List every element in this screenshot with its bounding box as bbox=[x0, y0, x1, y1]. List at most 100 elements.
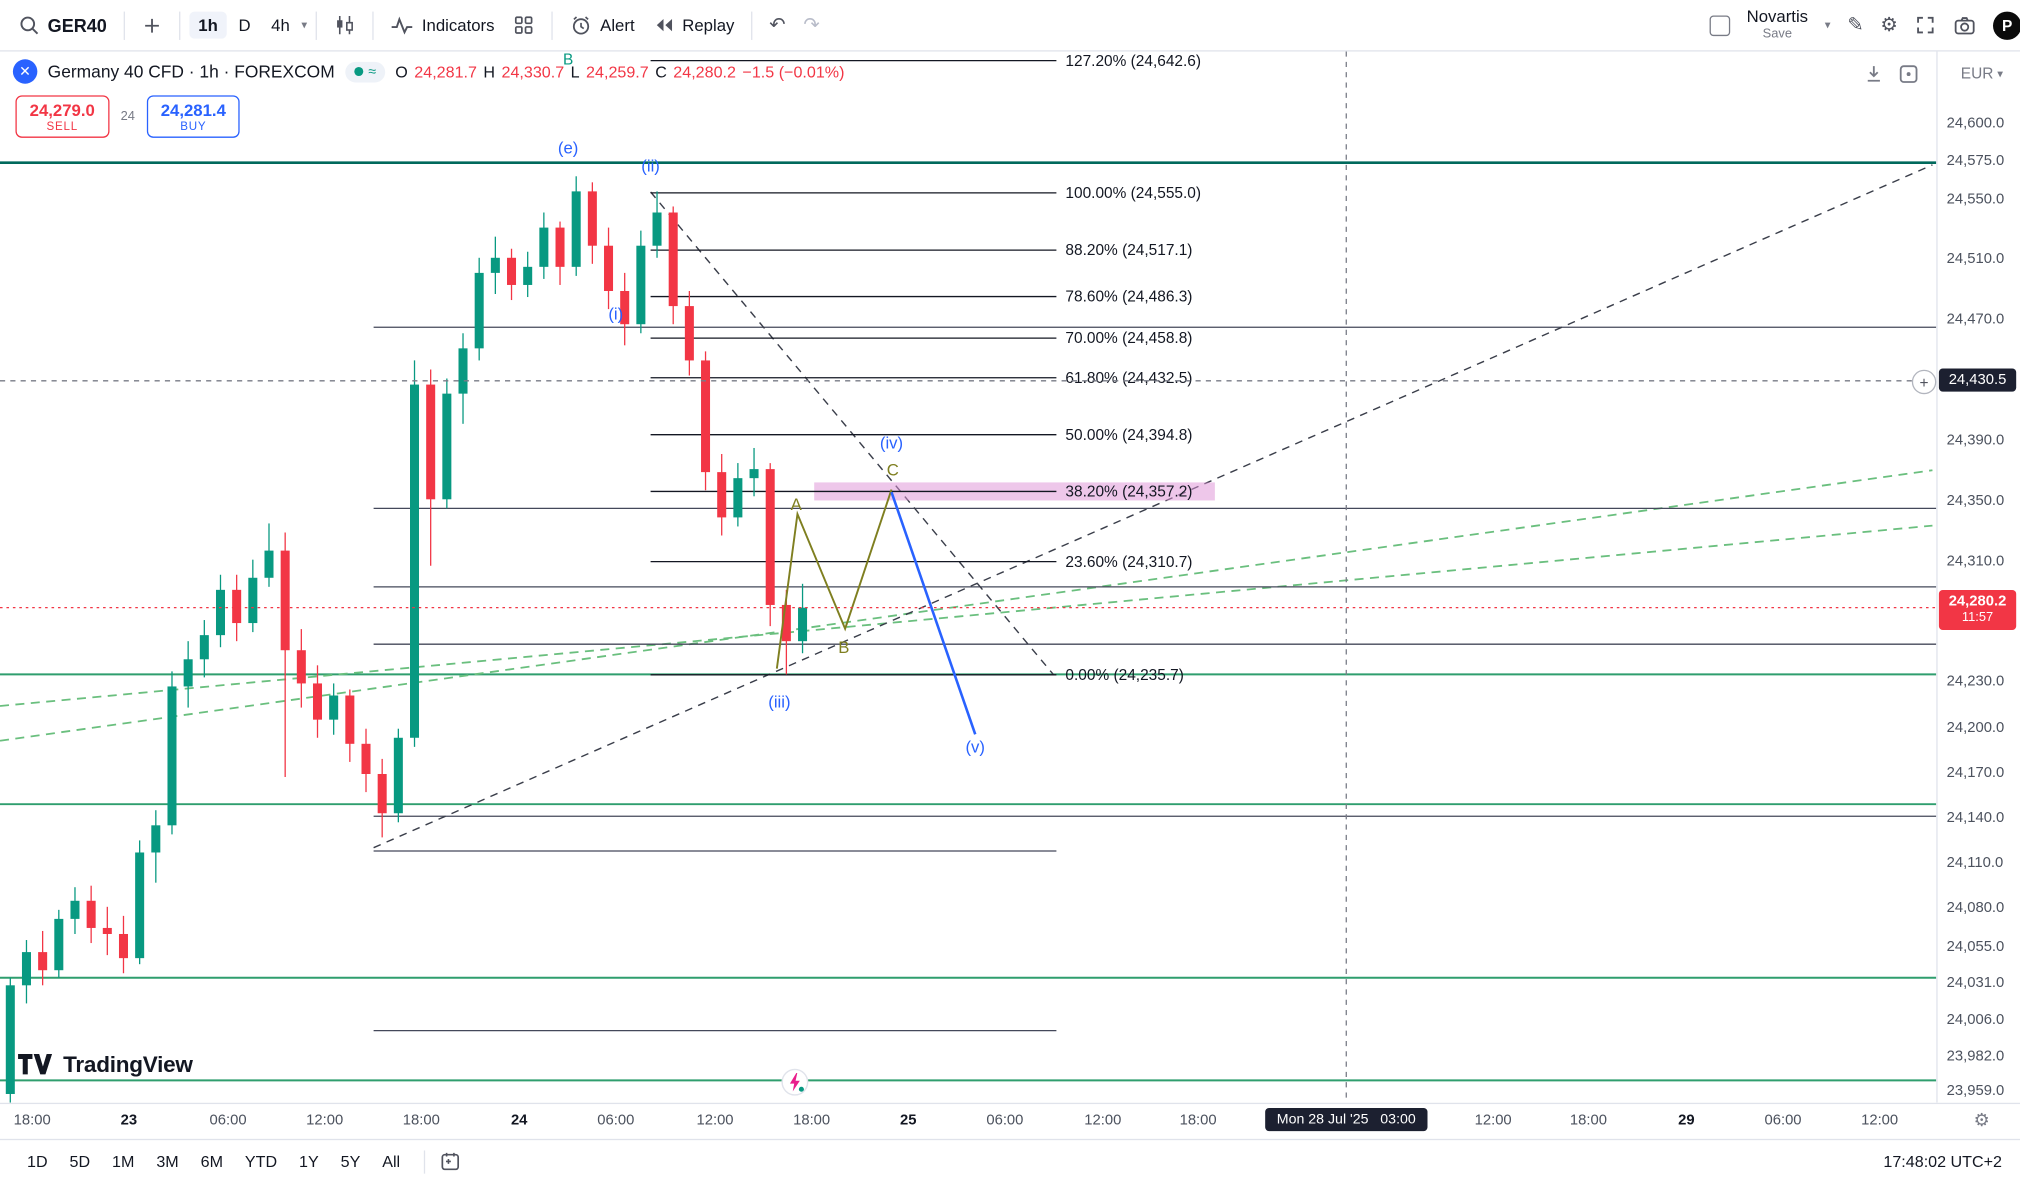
candle-body bbox=[458, 348, 468, 394]
settings-gear-icon[interactable]: ⚙ bbox=[1880, 14, 1898, 37]
range-button-1m[interactable]: 1M bbox=[103, 1147, 143, 1175]
candle-body bbox=[345, 695, 355, 744]
range-button-ytd[interactable]: YTD bbox=[236, 1147, 286, 1175]
high-value: 24,330.7 bbox=[501, 62, 565, 81]
symbol-search-button[interactable]: GER40 bbox=[10, 9, 114, 41]
redo-button[interactable]: ↷ bbox=[796, 10, 828, 40]
candle-body bbox=[215, 589, 226, 636]
range-button-6m[interactable]: 6M bbox=[192, 1147, 232, 1175]
wave-label[interactable]: (iv) bbox=[880, 433, 903, 452]
fib-level-label: 61.80% (24,432.5) bbox=[1065, 370, 1192, 387]
interval-button-1h[interactable]: 1h bbox=[189, 11, 227, 39]
axis-settings-gear-icon[interactable]: ⚙ bbox=[1973, 1109, 1990, 1130]
price-chart[interactable]: 127.20% (24,642.6) 100.00% (24,555.0) 88.2… bbox=[0, 51, 1937, 1103]
sell-button[interactable]: 24,279.0 SELL bbox=[15, 95, 110, 138]
candle-body bbox=[781, 604, 791, 642]
buy-button[interactable]: 24,281.4 BUY bbox=[146, 95, 241, 138]
time-axis-label: 06:00 bbox=[986, 1113, 1024, 1129]
fullscreen-icon[interactable] bbox=[1914, 14, 1936, 36]
chart-style-button[interactable] bbox=[327, 9, 364, 41]
time-axis[interactable]: 18:00 23 06:00 12:00 18:00 24 06:00 12:00 18:00 2… bbox=[0, 1102, 2020, 1141]
wave-v-projection-line[interactable] bbox=[890, 491, 977, 735]
last-price-value: 24,280.2 bbox=[1948, 593, 2007, 609]
range-button-1d[interactable]: 1D bbox=[18, 1147, 57, 1175]
price-axis-label: 24,470.0 bbox=[1946, 312, 2005, 328]
compare-add-button[interactable] bbox=[134, 10, 170, 41]
wave-label[interactable]: (iii) bbox=[768, 692, 790, 711]
layout-chevron-down-icon[interactable]: ▾ bbox=[1824, 18, 1831, 31]
toolbar-divider bbox=[178, 10, 181, 40]
candle-body bbox=[749, 469, 759, 479]
server-clock[interactable]: 17:48:02 UTC+2 bbox=[1883, 1152, 2003, 1171]
range-button-5y[interactable]: 5Y bbox=[332, 1147, 370, 1175]
wave-label[interactable]: (e) bbox=[558, 138, 578, 157]
fib-level-label: 23.60% (24,310.7) bbox=[1065, 554, 1192, 571]
price-axis[interactable]: EUR ▾ 24,600.0 24,575.0 24,550.0 24,510.0 24… bbox=[1936, 51, 2020, 1103]
chart-pane[interactable]: 127.20% (24,642.6) 100.00% (24,555.0) 88.2… bbox=[0, 51, 2020, 1103]
currency-selector[interactable]: EUR ▾ bbox=[1961, 64, 2003, 82]
range-button-all[interactable]: All bbox=[373, 1147, 409, 1175]
layout-checkbox[interactable] bbox=[1709, 14, 1730, 36]
replay-label: Replay bbox=[682, 15, 735, 35]
interval-button-d[interactable]: D bbox=[229, 12, 259, 39]
wave-label[interactable]: (v) bbox=[965, 737, 985, 756]
crosshair-plus-icon[interactable]: + bbox=[1911, 369, 1937, 395]
time-axis-label: 18:00 bbox=[402, 1113, 440, 1129]
market-status-pill[interactable]: ≈ bbox=[345, 61, 386, 82]
layout-menu-button[interactable]: Novartis Save bbox=[1747, 7, 1808, 42]
replay-button[interactable]: Replay bbox=[645, 9, 742, 41]
time-axis-label: 06:00 bbox=[597, 1113, 635, 1129]
time-axis-label: 24 bbox=[510, 1113, 528, 1129]
candle-body bbox=[361, 743, 371, 774]
undo-icon: ↶ bbox=[769, 14, 786, 37]
candle-body bbox=[86, 900, 96, 928]
redo-icon: ↷ bbox=[803, 14, 820, 37]
tradingview-logo[interactable]: TradingView bbox=[18, 1051, 193, 1078]
price-axis-label: 24,390.0 bbox=[1946, 432, 2005, 449]
wave-label[interactable]: B bbox=[838, 638, 849, 657]
symbol-logo-icon[interactable]: ✕ bbox=[12, 59, 38, 84]
price-axis-label: 24,080.0 bbox=[1946, 900, 2005, 917]
undo-button[interactable]: ↶ bbox=[761, 10, 793, 40]
candle-body bbox=[38, 952, 48, 971]
publish-pencil-icon[interactable]: ✎ bbox=[1847, 14, 1864, 37]
candle-body bbox=[733, 478, 743, 518]
time-axis-label: 18:00 bbox=[1179, 1113, 1217, 1129]
spark-icon[interactable] bbox=[781, 1068, 809, 1103]
green-dashed-trendline[interactable] bbox=[0, 524, 1933, 707]
wave-label[interactable]: C bbox=[887, 460, 899, 479]
price-axis-label: 23,982.0 bbox=[1946, 1048, 2005, 1065]
top-toolbar: GER40 1h D 4h ▾ bbox=[0, 0, 2020, 52]
candle-body bbox=[329, 695, 339, 720]
indicators-button[interactable]: Indicators bbox=[383, 8, 502, 41]
candle-body bbox=[539, 227, 549, 267]
low-value: 24,259.7 bbox=[586, 62, 649, 81]
snapshot-camera-icon[interactable] bbox=[1953, 14, 1976, 37]
legend-title[interactable]: Germany 40 CFD · 1h · FOREXCOM bbox=[47, 61, 335, 82]
go-to-date-icon[interactable] bbox=[439, 1150, 461, 1172]
interval-chevron-down-icon[interactable]: ▾ bbox=[301, 18, 308, 31]
candle-body bbox=[523, 266, 533, 285]
alert-button[interactable]: Alert bbox=[562, 8, 643, 41]
range-button-3m[interactable]: 3M bbox=[147, 1147, 187, 1175]
indicator-templates-button[interactable] bbox=[505, 9, 542, 41]
abc-correction-line[interactable] bbox=[775, 489, 893, 669]
range-button-1y[interactable]: 1Y bbox=[290, 1147, 328, 1175]
interval-button-4h[interactable]: 4h bbox=[262, 12, 299, 39]
price-axis-label: 24,350.0 bbox=[1946, 493, 2005, 509]
fib-level-label: 70.00% (24,458.8) bbox=[1065, 330, 1192, 347]
scroll-down-icon[interactable] bbox=[1863, 63, 1885, 85]
maximize-pane-icon[interactable] bbox=[1898, 63, 1920, 85]
green-dashed-trendline[interactable] bbox=[0, 469, 1933, 742]
crosshair-price-badge: 24,430.5 bbox=[1938, 367, 2017, 392]
user-avatar[interactable]: P bbox=[1993, 10, 2020, 40]
wave-label[interactable]: (i) bbox=[608, 304, 623, 323]
chart-legend: ✕ Germany 40 CFD · 1h · FOREXCOM ≈ O 24,2… bbox=[12, 59, 845, 84]
fib-level-label: 38.20% (24,357.2) bbox=[1065, 484, 1192, 501]
range-button-5d[interactable]: 5D bbox=[61, 1147, 100, 1175]
dashed-trendline[interactable] bbox=[373, 164, 1933, 849]
dashed-trendline[interactable] bbox=[650, 191, 1055, 676]
wave-label[interactable]: A bbox=[791, 495, 803, 514]
wave-label[interactable]: B bbox=[563, 52, 573, 69]
wave-label[interactable]: (ii) bbox=[641, 156, 660, 175]
